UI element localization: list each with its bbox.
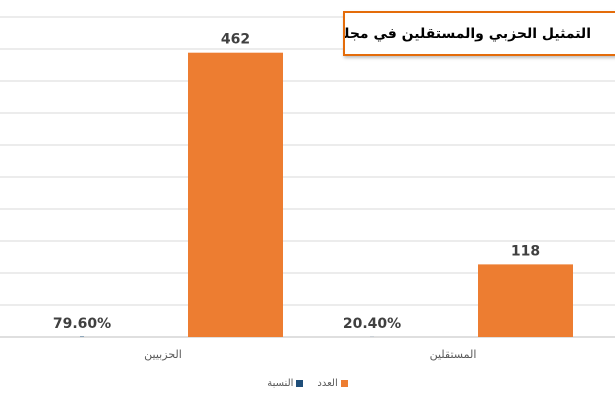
chart-title: التمثيل الحزبي والمستقلين في مجلس النواب… xyxy=(344,25,591,42)
chart-title-box: التمثيل الحزبي والمستقلين في مجلس النواب… xyxy=(343,11,615,56)
data-label-count: 118 xyxy=(511,243,540,259)
category-label: الحزبيين xyxy=(144,348,182,361)
data-label-ratio: 20.40% xyxy=(343,316,401,332)
legend-label-ratio: النسبة xyxy=(267,378,294,389)
data-label-ratio: 79.60% xyxy=(53,316,111,332)
legend-swatch-count xyxy=(340,380,348,387)
data-label-count: 462 xyxy=(221,32,250,48)
legend-label-count: العدد xyxy=(317,378,338,389)
legend-item-count: العدد xyxy=(317,378,348,389)
category-label: المستقلين xyxy=(430,348,477,361)
legend-item-ratio: النسبة xyxy=(267,378,304,389)
bar-count xyxy=(188,52,283,337)
legend-swatch-ratio xyxy=(296,380,304,387)
chart-legend: العدد النسبة xyxy=(0,378,615,389)
bar-count xyxy=(478,264,573,337)
